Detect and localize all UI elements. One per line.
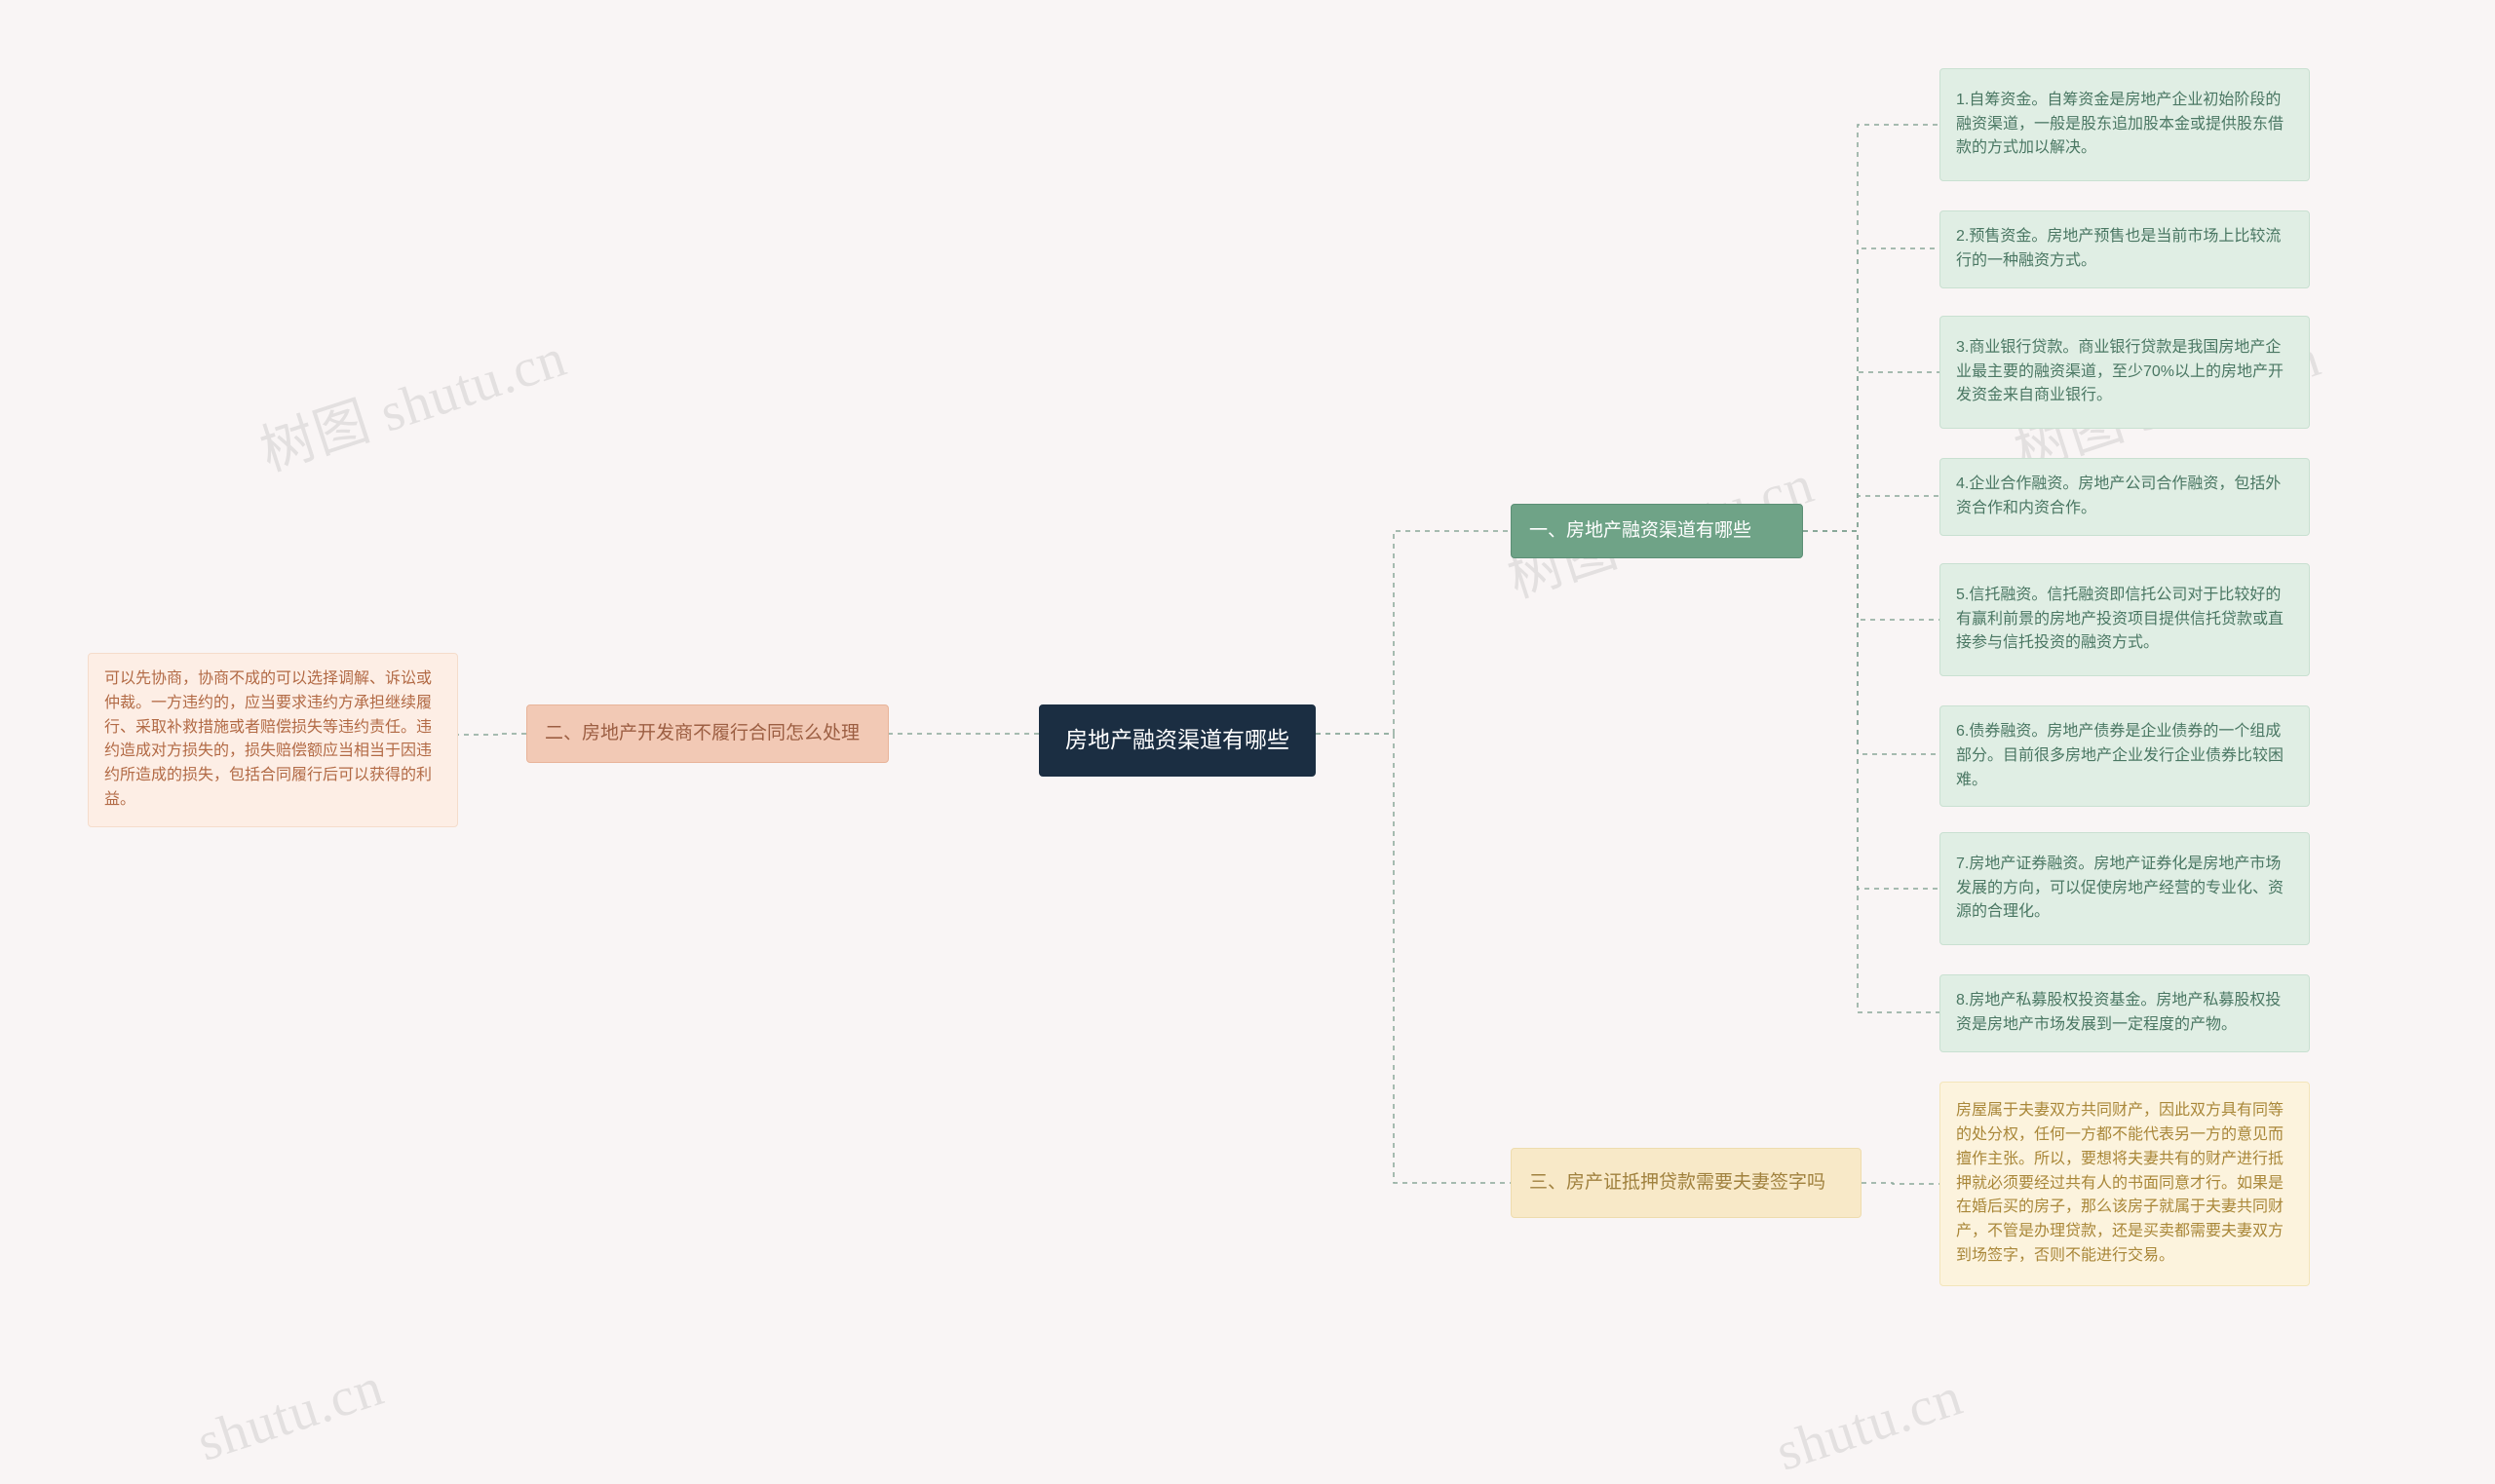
leaf-node[interactable]: 3.商业银行贷款。商业银行贷款是我国房地产企业最主要的融资渠道，至少70%以上的… bbox=[1939, 316, 2310, 429]
leaf-node[interactable]: 2.预售资金。房地产预售也是当前市场上比较流行的一种融资方式。 bbox=[1939, 210, 2310, 288]
watermark: 树图 shutu.cn bbox=[249, 314, 574, 487]
leaf-node[interactable]: 房屋属于夫妻双方共同财产，因此双方具有同等的处分权，任何一方都不能代表另一方的意… bbox=[1939, 1082, 2310, 1286]
leaf-node[interactable]: 8.房地产私募股权投资基金。房地产私募股权投资是房地产市场发展到一定程度的产物。 bbox=[1939, 974, 2310, 1052]
leaf-node[interactable]: 1.自筹资金。自筹资金是房地产企业初始阶段的融资渠道，一般是股东追加股本金或提供… bbox=[1939, 68, 2310, 181]
leaf-node[interactable]: 5.信托融资。信托融资即信托公司对于比较好的有赢利前景的房地产投资项目提供信托贷… bbox=[1939, 563, 2310, 676]
leaf-node[interactable]: 可以先协商，协商不成的可以选择调解、诉讼或仲裁。一方违约的，应当要求违约方承担继… bbox=[88, 653, 458, 827]
leaf-node[interactable]: 7.房地产证券融资。房地产证券化是房地产市场发展的方向，可以促使房地产经营的专业… bbox=[1939, 832, 2310, 945]
central-node[interactable]: 房地产融资渠道有哪些 bbox=[1039, 704, 1316, 777]
watermark: shutu.cn bbox=[1769, 1365, 1970, 1484]
branch-node[interactable]: 二、房地产开发商不履行合同怎么处理 bbox=[526, 704, 889, 763]
leaf-node[interactable]: 6.债券融资。房地产债券是企业债券的一个组成部分。目前很多房地产企业发行企业债券… bbox=[1939, 705, 2310, 807]
branch-node[interactable]: 三、房产证抵押贷款需要夫妻签字吗 bbox=[1511, 1148, 1862, 1218]
watermark: shutu.cn bbox=[190, 1355, 391, 1474]
branch-node[interactable]: 一、房地产融资渠道有哪些 bbox=[1511, 504, 1803, 558]
leaf-node[interactable]: 4.企业合作融资。房地产公司合作融资，包括外资合作和内资合作。 bbox=[1939, 458, 2310, 536]
